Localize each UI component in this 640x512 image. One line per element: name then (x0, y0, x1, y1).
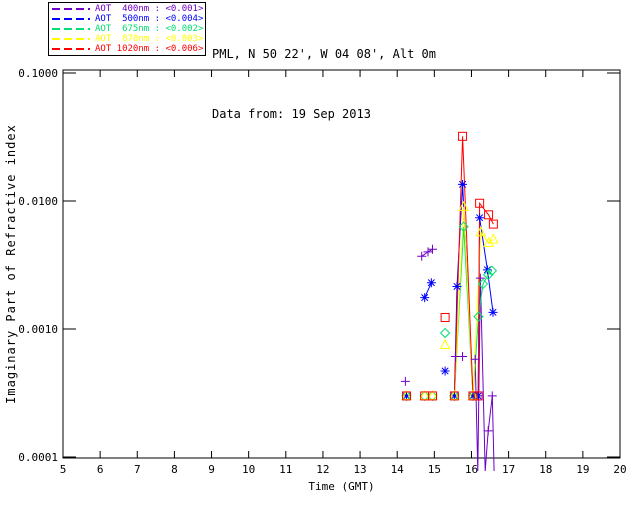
x-tick-label: 20 (613, 463, 626, 476)
legend-label: AOT 870nm : <0.003> (95, 34, 204, 44)
legend-dash-line (52, 38, 90, 40)
x-tick-label: 19 (576, 463, 589, 476)
x-tick-label: 7 (134, 463, 141, 476)
y-axis-title: Imaginary Part of Refractive index (4, 124, 18, 404)
date-text: Data from: 19 Sep 2013 (212, 107, 371, 121)
marker-asterisk (401, 391, 411, 401)
x-tick-label: 17 (502, 463, 515, 476)
marker-plus (475, 273, 485, 283)
marker-square (468, 391, 478, 401)
marker-asterisk (426, 278, 436, 288)
marker-diamond (439, 327, 451, 339)
legend-label: AOT 1020nm : <0.006> (95, 44, 204, 54)
legend-dash-line (52, 8, 90, 10)
x-tick-label: 8 (171, 463, 178, 476)
legend-label: AOT 400nm : <0.001> (95, 4, 204, 14)
marker-plus (470, 354, 480, 364)
legend-item-aot-870nm: AOT 870nm : <0.003> (52, 34, 204, 44)
header-block: PML, N 50 22', W 04 08', Alt 0m Data fro… (212, 4, 436, 164)
x-tick-label: 18 (539, 463, 552, 476)
marker-triangle (401, 389, 412, 400)
marker-plus (400, 376, 410, 386)
x-tick-label: 12 (316, 463, 329, 476)
marker-square (401, 391, 411, 401)
x-tick-label: 16 (465, 463, 478, 476)
marker-asterisk (452, 281, 462, 291)
site-info-text: PML, N 50 22', W 04 08', Alt 0m (212, 47, 436, 61)
marker-asterisk (420, 293, 430, 303)
marker-triangle (427, 389, 438, 400)
marker-square (458, 131, 468, 141)
marker-square (475, 198, 485, 208)
series-line-aot-675nm (453, 226, 493, 396)
legend-item-aot-500nm: AOT 500nm : <0.004> (52, 14, 204, 24)
legend-item-aot-1020nm: AOT 1020nm : <0.006> (52, 44, 204, 54)
marker-triangle (467, 389, 479, 400)
marker-asterisk (440, 366, 450, 376)
legend-dash-line (52, 48, 90, 50)
marker-triangle (439, 338, 451, 349)
marker-square (449, 391, 459, 401)
marker-plus (427, 244, 437, 254)
series-line-aot-400nm (421, 248, 433, 257)
x-tick-label: 9 (208, 463, 215, 476)
marker-triangle (449, 389, 460, 400)
marker-asterisk (468, 391, 478, 401)
x-tick-label: 6 (97, 463, 104, 476)
marker-diamond (482, 269, 494, 281)
y-tick-label: 0.1000 (18, 67, 58, 80)
marker-asterisk (475, 213, 485, 223)
legend-label: AOT 500nm : <0.004> (95, 14, 204, 24)
x-axis-title: Time (GMT) (308, 480, 374, 493)
x-tick-label: 15 (428, 463, 441, 476)
marker-plus (458, 351, 468, 361)
x-tick-label: 10 (242, 463, 255, 476)
marker-triangle (419, 389, 431, 400)
legend-label: AOT 675nm : <0.002> (95, 24, 204, 34)
y-tick-label: 0.0001 (18, 451, 58, 464)
marker-asterisk (449, 391, 459, 401)
marker-diamond (458, 221, 469, 232)
x-tick-label: 11 (279, 463, 292, 476)
x-tick-label: 5 (60, 463, 67, 476)
marker-diamond (473, 311, 484, 322)
marker-square (484, 210, 494, 220)
marker-square (427, 391, 437, 401)
legend-item-aot-400nm: AOT 400nm : <0.001> (52, 4, 204, 14)
marker-asterisk (482, 265, 492, 275)
y-tick-label: 0.0100 (18, 195, 58, 208)
x-tick-label: 13 (353, 463, 366, 476)
x-tick-label: 14 (391, 463, 405, 476)
marker-plus (417, 251, 427, 261)
marker-plus (487, 391, 497, 401)
marker-triangle (488, 233, 499, 244)
legend-dash-line (52, 28, 90, 30)
marker-square (440, 312, 450, 322)
marker-diamond (486, 265, 498, 276)
marker-asterisk (458, 179, 468, 189)
marker-diamond (477, 278, 489, 290)
legend-dash-line (52, 18, 90, 20)
y-tick-label: 0.0010 (18, 323, 58, 336)
marker-asterisk (488, 307, 498, 317)
marker-square (473, 391, 483, 401)
marker-triangle (475, 226, 487, 237)
series-line-aot-500nm (424, 282, 432, 298)
marker-triangle (483, 236, 494, 247)
marker-square (488, 219, 498, 229)
legend-item-aot-675nm: AOT 675nm : <0.002> (52, 24, 204, 34)
marker-triangle (458, 200, 469, 211)
legend: AOT 400nm : <0.001> AOT 500nm : <0.004> AO… (48, 2, 206, 56)
marker-plus (483, 426, 493, 436)
